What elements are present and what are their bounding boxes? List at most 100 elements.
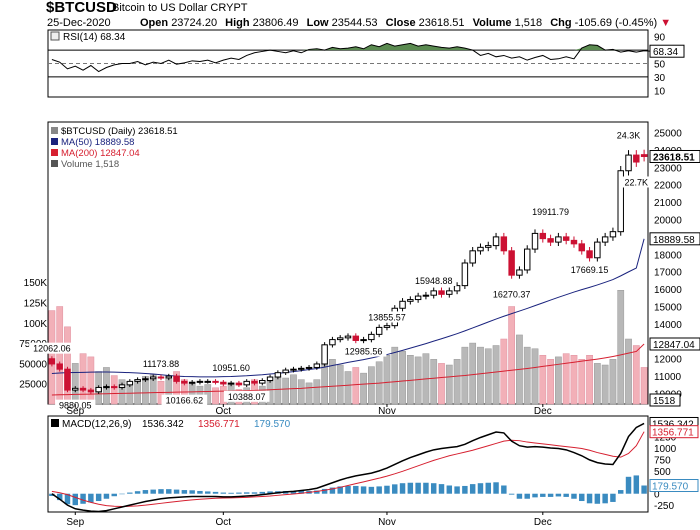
macd-histogram-bar bbox=[259, 491, 266, 494]
macd-histogram-bar bbox=[446, 485, 453, 494]
volume-bar bbox=[508, 306, 516, 405]
macd-histogram-bar bbox=[602, 493, 608, 504]
volume-bar bbox=[632, 345, 640, 405]
rsi-tick-label: 30 bbox=[654, 73, 666, 84]
volume-bar bbox=[212, 387, 219, 405]
macd-histogram-bar bbox=[540, 493, 546, 497]
price-tick-label: 15000 bbox=[654, 303, 682, 314]
macd-histogram-bar bbox=[49, 493, 55, 496]
candle-body bbox=[79, 387, 87, 391]
candle-body bbox=[446, 290, 453, 295]
candle-body bbox=[523, 248, 531, 271]
macd-histogram-bar bbox=[95, 493, 102, 502]
candle-body bbox=[461, 262, 469, 287]
candle-body bbox=[586, 250, 593, 259]
volume-bar bbox=[570, 355, 578, 405]
price-value-label: 12847.04 bbox=[653, 340, 695, 351]
price-tick-label: 23000 bbox=[654, 163, 682, 174]
candle-body bbox=[165, 375, 173, 379]
volume-tick-label: 125K bbox=[24, 298, 48, 309]
macd-tick-label: 750 bbox=[654, 455, 671, 466]
volume-bar bbox=[438, 363, 445, 405]
down-arrow-icon: ▼ bbox=[660, 17, 672, 29]
rsi-value-box bbox=[649, 44, 685, 58]
volume-bar bbox=[71, 363, 79, 405]
macd-axis-value: 179.570 bbox=[652, 482, 689, 493]
candle-body bbox=[274, 372, 282, 378]
macd-histogram-bar bbox=[368, 486, 375, 494]
macd-histogram-bar bbox=[454, 486, 460, 494]
candle-body bbox=[368, 333, 375, 341]
macd-histogram-bar bbox=[384, 485, 390, 494]
high-value: 23806.49 bbox=[252, 17, 299, 29]
candle-body bbox=[609, 231, 617, 238]
rsi-tick-label: 10 bbox=[654, 86, 666, 97]
volume-bar bbox=[368, 366, 375, 405]
candle-body bbox=[282, 369, 289, 374]
chg-value: -105.69 (-0.45%) bbox=[574, 17, 658, 29]
macd-x-axis-label: Oct bbox=[216, 517, 232, 528]
candle-body bbox=[321, 344, 328, 365]
macd-histogram-bar bbox=[134, 491, 141, 494]
price-legend-label: $BTCUSD (Daily) 23618.51 bbox=[61, 126, 178, 137]
macd-histogram-bar bbox=[625, 476, 632, 494]
macd-histogram-bar bbox=[103, 493, 110, 499]
volume-bar bbox=[406, 355, 414, 405]
macd-histogram-bar bbox=[555, 493, 562, 497]
volume-value-label: 1518 bbox=[653, 396, 676, 407]
price-tick-label: 20000 bbox=[654, 215, 682, 226]
volume-value: 1,518 bbox=[514, 17, 543, 29]
price-annotation: 10951.60 bbox=[212, 363, 250, 373]
candle-body bbox=[111, 386, 118, 389]
rsi-legend-swatch bbox=[50, 31, 60, 41]
macd-histogram-bar bbox=[493, 482, 499, 494]
volume-bar bbox=[477, 346, 484, 405]
price-annotation: 11173.88 bbox=[143, 359, 179, 369]
macd-x-axis-label: Sep bbox=[66, 517, 84, 528]
macd-histogram-bar bbox=[610, 493, 616, 502]
macd-histogram-bar bbox=[127, 492, 133, 494]
volume-bar bbox=[430, 359, 438, 405]
candle-body bbox=[555, 236, 562, 243]
candle-body bbox=[344, 335, 352, 339]
volume-bar bbox=[625, 338, 632, 405]
candle-body bbox=[118, 384, 126, 388]
price-legend-label: Volume 1,518 bbox=[61, 159, 119, 170]
macd-histogram-bar bbox=[298, 490, 304, 494]
macd-histogram-bar bbox=[158, 489, 164, 494]
volume-bar bbox=[578, 359, 586, 405]
candle-body bbox=[251, 380, 258, 384]
volume-bar bbox=[640, 367, 648, 405]
price-tick-label: 16000 bbox=[654, 285, 682, 296]
volume-bar bbox=[609, 359, 617, 405]
price-legend-label: MA(200) 12847.04 bbox=[61, 148, 140, 159]
annotation-bg bbox=[488, 288, 535, 300]
volume-bar bbox=[282, 377, 290, 405]
candle-body bbox=[64, 368, 71, 391]
price-annotation: 13855.57 bbox=[368, 312, 406, 322]
macd-histogram-bar bbox=[166, 489, 172, 494]
macd-tick-label: 0 bbox=[654, 490, 660, 501]
macd-histogram-bar bbox=[111, 493, 117, 497]
volume-bar bbox=[445, 364, 453, 405]
volume-bar bbox=[297, 379, 305, 405]
macd-histogram-bar bbox=[72, 493, 78, 506]
macd-signal-value: 1356.771 bbox=[198, 419, 240, 430]
macd-histogram-bar bbox=[376, 486, 382, 494]
annotation-bg bbox=[223, 390, 270, 402]
close-value: 23618.51 bbox=[418, 17, 465, 29]
ohlc-readout: Open 23724.20 High 23806.49 Low 23544.53… bbox=[135, 17, 671, 29]
volume-bar bbox=[344, 371, 352, 405]
rsi-panel-frame bbox=[47, 29, 649, 98]
macd-histogram-bar bbox=[485, 482, 491, 494]
rsi-tick-label: 50 bbox=[654, 60, 666, 71]
price-x-axis-label: Dec bbox=[534, 406, 552, 417]
rsi-title: RSI(14) 68.34 bbox=[63, 32, 126, 43]
macd-hist-value: 179.570 bbox=[254, 419, 291, 430]
macd-histogram-bar bbox=[641, 485, 647, 494]
macd-histogram-bar bbox=[181, 490, 188, 494]
candle-body bbox=[383, 325, 391, 328]
volume-bar bbox=[555, 356, 562, 405]
chart-header: $BTCUSD Bitcoin to US Dollar CRYPT 25-De… bbox=[0, 0, 700, 30]
